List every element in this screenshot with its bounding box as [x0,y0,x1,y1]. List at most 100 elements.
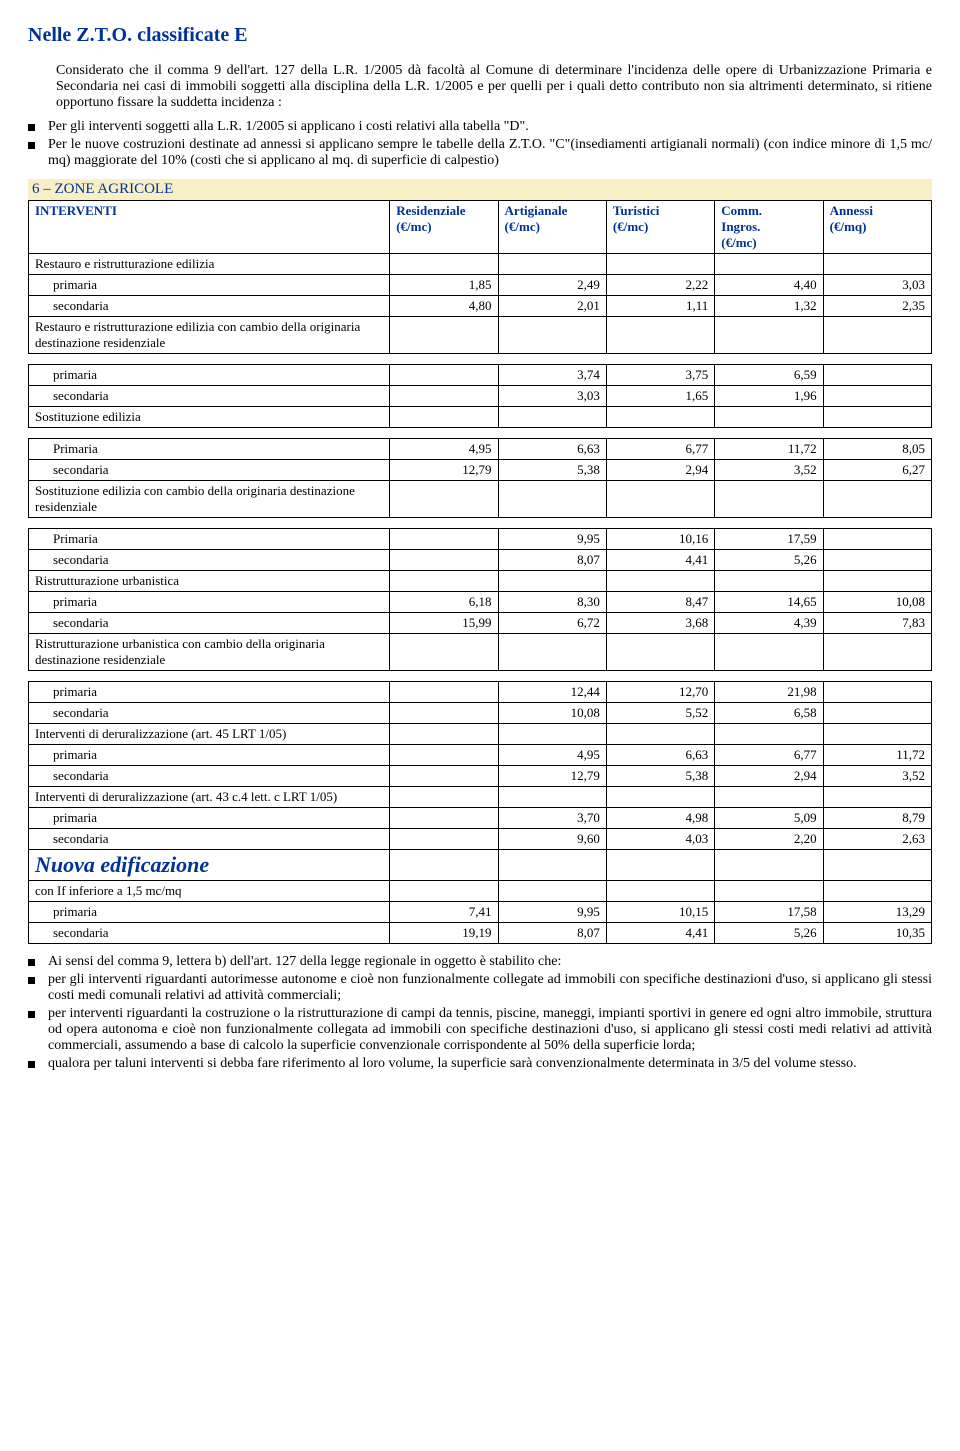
row-nuova-edificazione: Nuova edificazione [29,850,390,881]
cell-value: 9,95 [498,902,606,923]
cell-value: 3,74 [498,365,606,386]
cell-value: 6,63 [498,439,606,460]
cell-value: 1,11 [606,296,714,317]
cell-value: 1,32 [715,296,823,317]
cell-value [823,529,931,550]
cell-value: 3,03 [498,386,606,407]
cell-value: 11,72 [715,439,823,460]
cell-value: 3,03 [823,275,931,296]
cell-value: 2,63 [823,829,931,850]
cell-value: 4,95 [390,439,498,460]
page-title: Nelle Z.T.O. classificate E [28,24,932,47]
cell-value: 8,05 [823,439,931,460]
cell-value: 9,95 [498,529,606,550]
row-label: secondaria [29,923,390,944]
cell-value: 8,47 [606,592,714,613]
cell-value: 6,59 [715,365,823,386]
cell-value: 19,19 [390,923,498,944]
cell-value: 6,72 [498,613,606,634]
row-label: primaria [29,365,390,386]
cell-value: 11,72 [823,745,931,766]
col-turistici: Turistici(€/mc) [606,201,714,254]
row-group: Restauro e ristrutturazione edilizia [29,254,390,275]
cell-value: 2,35 [823,296,931,317]
row-label: secondaria [29,386,390,407]
row-group: Ristrutturazione urbanistica con cambio … [29,634,390,671]
cell-value: 6,58 [715,703,823,724]
row-group: Ristrutturazione urbanistica [29,571,390,592]
footer-bullet: per gli interventi riguardanti autorimes… [28,972,932,1004]
cell-value [390,745,498,766]
row-label: secondaria [29,550,390,571]
cell-value [823,386,931,407]
interventi-table: primaria12,4412,7021,98 secondaria10,085… [28,681,932,944]
cell-value: 15,99 [390,613,498,634]
row-label: primaria [29,745,390,766]
cell-value: 2,94 [606,460,714,481]
cell-value: 4,03 [606,829,714,850]
row-label: secondaria [29,296,390,317]
cell-value: 2,22 [606,275,714,296]
cell-value [390,386,498,407]
cell-value [390,550,498,571]
cell-value: 21,98 [715,682,823,703]
cell-value: 4,95 [498,745,606,766]
cell-value: 8,30 [498,592,606,613]
interventi-table: Primaria4,956,636,7711,728,05 secondaria… [28,438,932,518]
cell-value: 2,49 [498,275,606,296]
cell-value: 12,79 [498,766,606,787]
cell-value: 10,08 [823,592,931,613]
cell-value: 3,68 [606,613,714,634]
cell-value: 6,63 [606,745,714,766]
row-group: Interventi di deruralizzazione (art. 45 … [29,724,390,745]
cell-value [390,365,498,386]
cell-value: 1,96 [715,386,823,407]
cell-value: 2,01 [498,296,606,317]
row-label: primaria [29,682,390,703]
col-residenziale: Residenziale(€/mc) [390,201,498,254]
cell-value: 4,41 [606,550,714,571]
row-label: secondaria [29,460,390,481]
cell-value: 6,77 [606,439,714,460]
intro-bullet: Per gli interventi soggetti alla L.R. 1/… [28,119,932,135]
footer-bullet: qualora per taluni interventi si debba f… [28,1056,932,1072]
cell-value [823,550,931,571]
interventi-table: INTERVENTI Residenziale(€/mc) Artigianal… [28,200,932,354]
cell-value [823,682,931,703]
row-label: primaria [29,808,390,829]
row-group: Sostituzione edilizia con cambio della o… [29,481,390,518]
row-label: secondaria [29,613,390,634]
row-group: Sostituzione edilizia [29,407,390,428]
cell-value: 7,41 [390,902,498,923]
cell-value: 4,98 [606,808,714,829]
cell-value: 3,70 [498,808,606,829]
cell-value: 4,40 [715,275,823,296]
cell-value: 3,52 [823,766,931,787]
cell-value: 10,08 [498,703,606,724]
cell-value: 17,59 [715,529,823,550]
cell-value: 1,85 [390,275,498,296]
cell-value: 5,38 [606,766,714,787]
cell-value: 13,29 [823,902,931,923]
cell-value [823,365,931,386]
cell-value: 17,58 [715,902,823,923]
cell-value [390,703,498,724]
cell-value: 6,18 [390,592,498,613]
cell-value: 8,79 [823,808,931,829]
row-label: secondaria [29,829,390,850]
row-label: primaria [29,275,390,296]
col-artigianale: Artigianale(€/mc) [498,201,606,254]
cell-value: 3,52 [715,460,823,481]
intro-bullet: Per le nuove costruzioni destinate ad an… [28,137,932,169]
cell-value: 5,26 [715,923,823,944]
cell-value: 4,80 [390,296,498,317]
row-label: Primaria [29,439,390,460]
row-label: secondaria [29,766,390,787]
col-interventi: INTERVENTI [29,201,390,254]
cell-value: 6,27 [823,460,931,481]
cell-value [390,766,498,787]
cell-value: 5,38 [498,460,606,481]
col-comm: Comm.Ingros.(€/mc) [715,201,823,254]
row-label: Primaria [29,529,390,550]
cell-value: 8,07 [498,550,606,571]
